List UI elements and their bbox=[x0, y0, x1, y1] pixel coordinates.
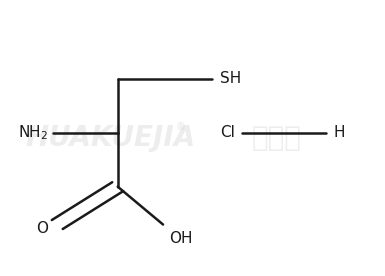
Text: H: H bbox=[333, 125, 345, 140]
Text: 化学加: 化学加 bbox=[251, 124, 301, 152]
Text: Cl: Cl bbox=[220, 125, 235, 140]
Text: NH$_2$: NH$_2$ bbox=[18, 123, 48, 142]
Text: HUAKUEJIA: HUAKUEJIA bbox=[25, 124, 195, 152]
Text: O: O bbox=[36, 221, 48, 236]
Text: SH: SH bbox=[220, 71, 241, 86]
Text: ®: ® bbox=[175, 122, 185, 132]
Text: OH: OH bbox=[169, 231, 192, 246]
